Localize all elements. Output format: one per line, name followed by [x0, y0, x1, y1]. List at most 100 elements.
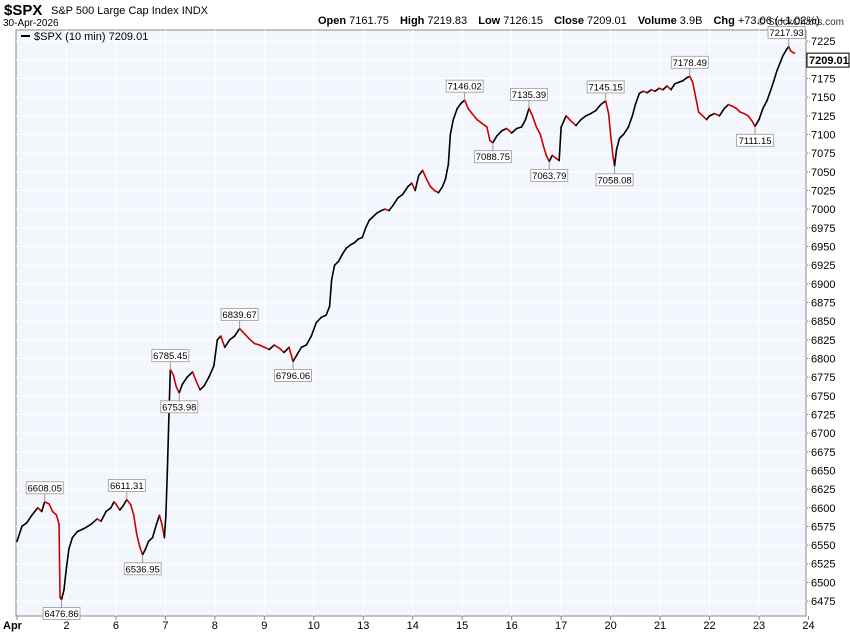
last-value-label: 7209.01 [809, 55, 849, 67]
price-segment [758, 107, 764, 121]
price-segment [548, 154, 554, 163]
x-tick-label: 23 [753, 620, 765, 632]
price-segment [594, 103, 602, 112]
price-segment [65, 548, 70, 569]
y-tick-label: 6850 [811, 316, 835, 328]
y-tick-label: 6650 [811, 465, 835, 477]
x-tick-label: 6 [113, 620, 119, 632]
price-segment [213, 338, 219, 367]
symbol-title: $SPX [4, 2, 43, 19]
x-tick-label: 10 [308, 620, 320, 632]
x-tick-label: 14 [407, 620, 419, 632]
price-segment [528, 107, 534, 117]
y-tick-label: 7225 [811, 36, 835, 48]
price-segment [233, 327, 241, 337]
x-tick-label: 22 [703, 620, 715, 632]
price-segment [441, 178, 447, 188]
chart-date: 30-Apr-2026 [3, 18, 59, 29]
price-segment [613, 148, 618, 167]
price-segment [791, 51, 796, 54]
close-value: 7209.01 [587, 15, 627, 27]
price-segment [646, 88, 652, 94]
y-tick-label: 7175 [811, 74, 835, 86]
price-segment [333, 260, 340, 266]
y-tick-label: 6825 [811, 335, 835, 347]
open-label: Open [318, 15, 347, 27]
price-segment [315, 316, 323, 324]
price-segment [105, 506, 112, 513]
annotation-label: 7111.15 [739, 136, 772, 147]
price-segment [296, 346, 303, 356]
y-tick-label: 6775 [811, 372, 835, 384]
price-segment [666, 85, 672, 91]
price-segment [634, 92, 641, 106]
price-segment [345, 244, 352, 249]
price-segment [163, 514, 167, 539]
exchange-label: INDX [181, 5, 208, 17]
low-value: 7126.15 [503, 15, 543, 27]
price-segment [175, 386, 181, 394]
price-segment [747, 115, 753, 122]
price-segment [58, 523, 61, 599]
y-tick-label: 6600 [811, 503, 835, 515]
price-segment [654, 87, 660, 93]
price-segment [60, 589, 65, 601]
y-tick-label: 7075 [811, 148, 835, 160]
price-segment [449, 118, 455, 136]
price-segment [372, 212, 378, 218]
price-segment [278, 347, 285, 354]
price-segment [471, 112, 478, 121]
close-label: Close [554, 15, 585, 27]
price-segment [90, 518, 98, 525]
y-tick-label: 6975 [811, 223, 835, 235]
price-segment [694, 96, 700, 113]
high-value: 7219.83 [427, 15, 468, 27]
price-segment [158, 514, 163, 525]
annotation-box [586, 80, 625, 94]
legend-label: $SPX (10 min) 7209.01 [34, 31, 148, 43]
ohlc-readout: Open 7161.75 High 7219.83 Low 7126.15 Close… [318, 15, 820, 27]
x-tick-label: 20 [604, 620, 616, 632]
price-segment [520, 118, 527, 128]
price-segment [778, 55, 784, 65]
y-tick-label: 6500 [811, 577, 835, 589]
price-segment [228, 335, 236, 341]
price-segment [115, 503, 121, 511]
price-segment [570, 120, 577, 127]
annotation-label: 6753.98 [162, 402, 196, 413]
y-tick-label: 6900 [811, 279, 835, 291]
price-segment [248, 338, 256, 345]
price-segment [406, 182, 413, 188]
price-segment [766, 88, 772, 102]
price-segment [545, 154, 551, 163]
price-segment [524, 107, 530, 121]
price-segment [129, 503, 135, 517]
price-segment [535, 126, 542, 136]
annotation-box [445, 79, 484, 93]
y-tick-label: 7025 [811, 185, 835, 197]
price-segment [122, 498, 128, 507]
price-segment [166, 417, 170, 472]
price-segment [542, 144, 548, 157]
price-segment [191, 371, 197, 382]
price-segment [186, 371, 194, 378]
price-segment [40, 500, 46, 513]
y-tick-label: 6525 [811, 559, 835, 571]
price-segment [151, 523, 158, 539]
annotation-box [42, 607, 81, 620]
plot-area [15, 29, 807, 617]
annotation-label: 7088.75 [476, 152, 510, 163]
x-tick-label: 15 [456, 620, 468, 632]
price-segment [43, 500, 50, 505]
price-segment [243, 333, 251, 340]
x-tick-label: 13 [357, 620, 369, 632]
y-tick-label: 6575 [811, 521, 835, 533]
price-segment [604, 100, 610, 115]
price-segment [16, 525, 23, 543]
volume-label: Volume [637, 15, 677, 27]
price-segment [325, 305, 331, 316]
annotation-box [25, 481, 64, 495]
price-segment [429, 185, 436, 192]
price-segment [425, 178, 432, 188]
